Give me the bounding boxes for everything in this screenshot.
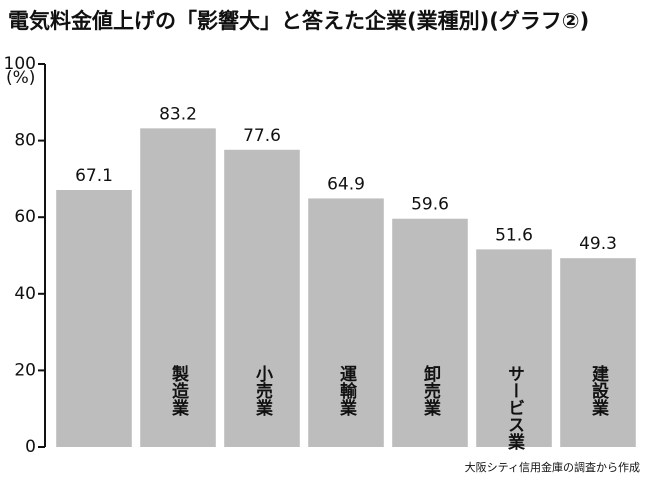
y-tick-label: 60 [14, 207, 36, 227]
bar [560, 258, 636, 447]
bar [308, 198, 384, 447]
y-tick-label: 80 [14, 131, 36, 151]
bar [224, 149, 300, 448]
x-tick-label: 製造業 [168, 364, 190, 417]
source-note: 大阪シティ信用金庫の調査から作成 [465, 460, 640, 474]
value-label: 64.9 [327, 174, 365, 194]
bar [140, 128, 216, 447]
value-label: 49.3 [579, 234, 617, 254]
x-tick-label: 建設業 [588, 364, 609, 417]
value-label: 67.1 [75, 166, 113, 186]
bar [56, 190, 132, 447]
value-label: 51.6 [495, 225, 533, 245]
y-axis-label: (%) [6, 68, 35, 88]
chart-title: 電気料金値上げの「影響大」と答えた企業(業種別)(グラフ②) [8, 9, 589, 33]
x-tick-label: サービス業 [504, 365, 525, 451]
bar [476, 249, 552, 447]
value-label: 77.6 [243, 126, 281, 146]
x-tick-label: 運輸業 [336, 365, 357, 417]
y-tick-label: 40 [14, 284, 36, 304]
bar [392, 218, 468, 447]
value-label: 83.2 [159, 104, 197, 124]
value-label: 59.6 [411, 195, 449, 215]
y-tick-label: 0 [25, 437, 36, 457]
x-tick-label: 小売業 [252, 365, 273, 417]
y-tick-label: 100 [4, 54, 36, 74]
y-tick-label: 20 [14, 360, 36, 380]
x-tick-label: 卸売業 [420, 364, 441, 417]
